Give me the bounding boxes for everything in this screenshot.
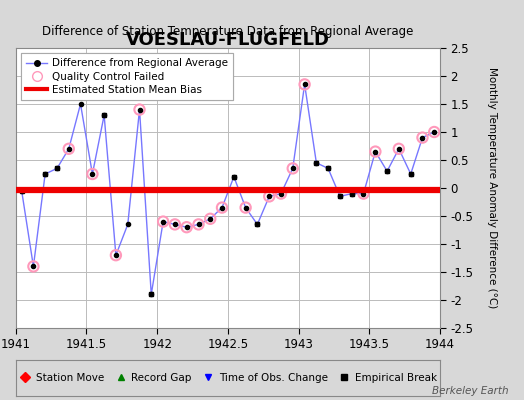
Point [277, 190, 285, 197]
Point [159, 218, 167, 225]
Point [289, 165, 297, 172]
Legend: Difference from Regional Average, Quality Control Failed, Estimated Station Mean: Difference from Regional Average, Qualit… [21, 53, 233, 100]
Point [64, 146, 73, 152]
Point [265, 193, 274, 200]
Point [206, 216, 214, 222]
Point [135, 106, 144, 113]
Y-axis label: Monthly Temperature Anomaly Difference (°C): Monthly Temperature Anomaly Difference (… [487, 67, 497, 309]
Point [395, 146, 403, 152]
Point [300, 81, 309, 88]
Point [418, 134, 427, 141]
Point [371, 148, 379, 155]
Point [194, 221, 203, 228]
Point [171, 221, 179, 228]
Point [359, 190, 368, 197]
Point [242, 204, 250, 211]
Point [430, 129, 439, 135]
Point [112, 252, 120, 258]
Text: Difference of Station Temperature Data from Regional Average: Difference of Station Temperature Data f… [42, 25, 413, 38]
Title: VOESLAU-FLUGFELD: VOESLAU-FLUGFELD [126, 31, 330, 49]
Text: Berkeley Earth: Berkeley Earth [432, 386, 508, 396]
Point [29, 263, 38, 270]
Point [88, 171, 96, 177]
Point [182, 224, 191, 230]
Point [218, 204, 226, 211]
Legend: Station Move, Record Gap, Time of Obs. Change, Empirical Break: Station Move, Record Gap, Time of Obs. C… [15, 369, 441, 387]
